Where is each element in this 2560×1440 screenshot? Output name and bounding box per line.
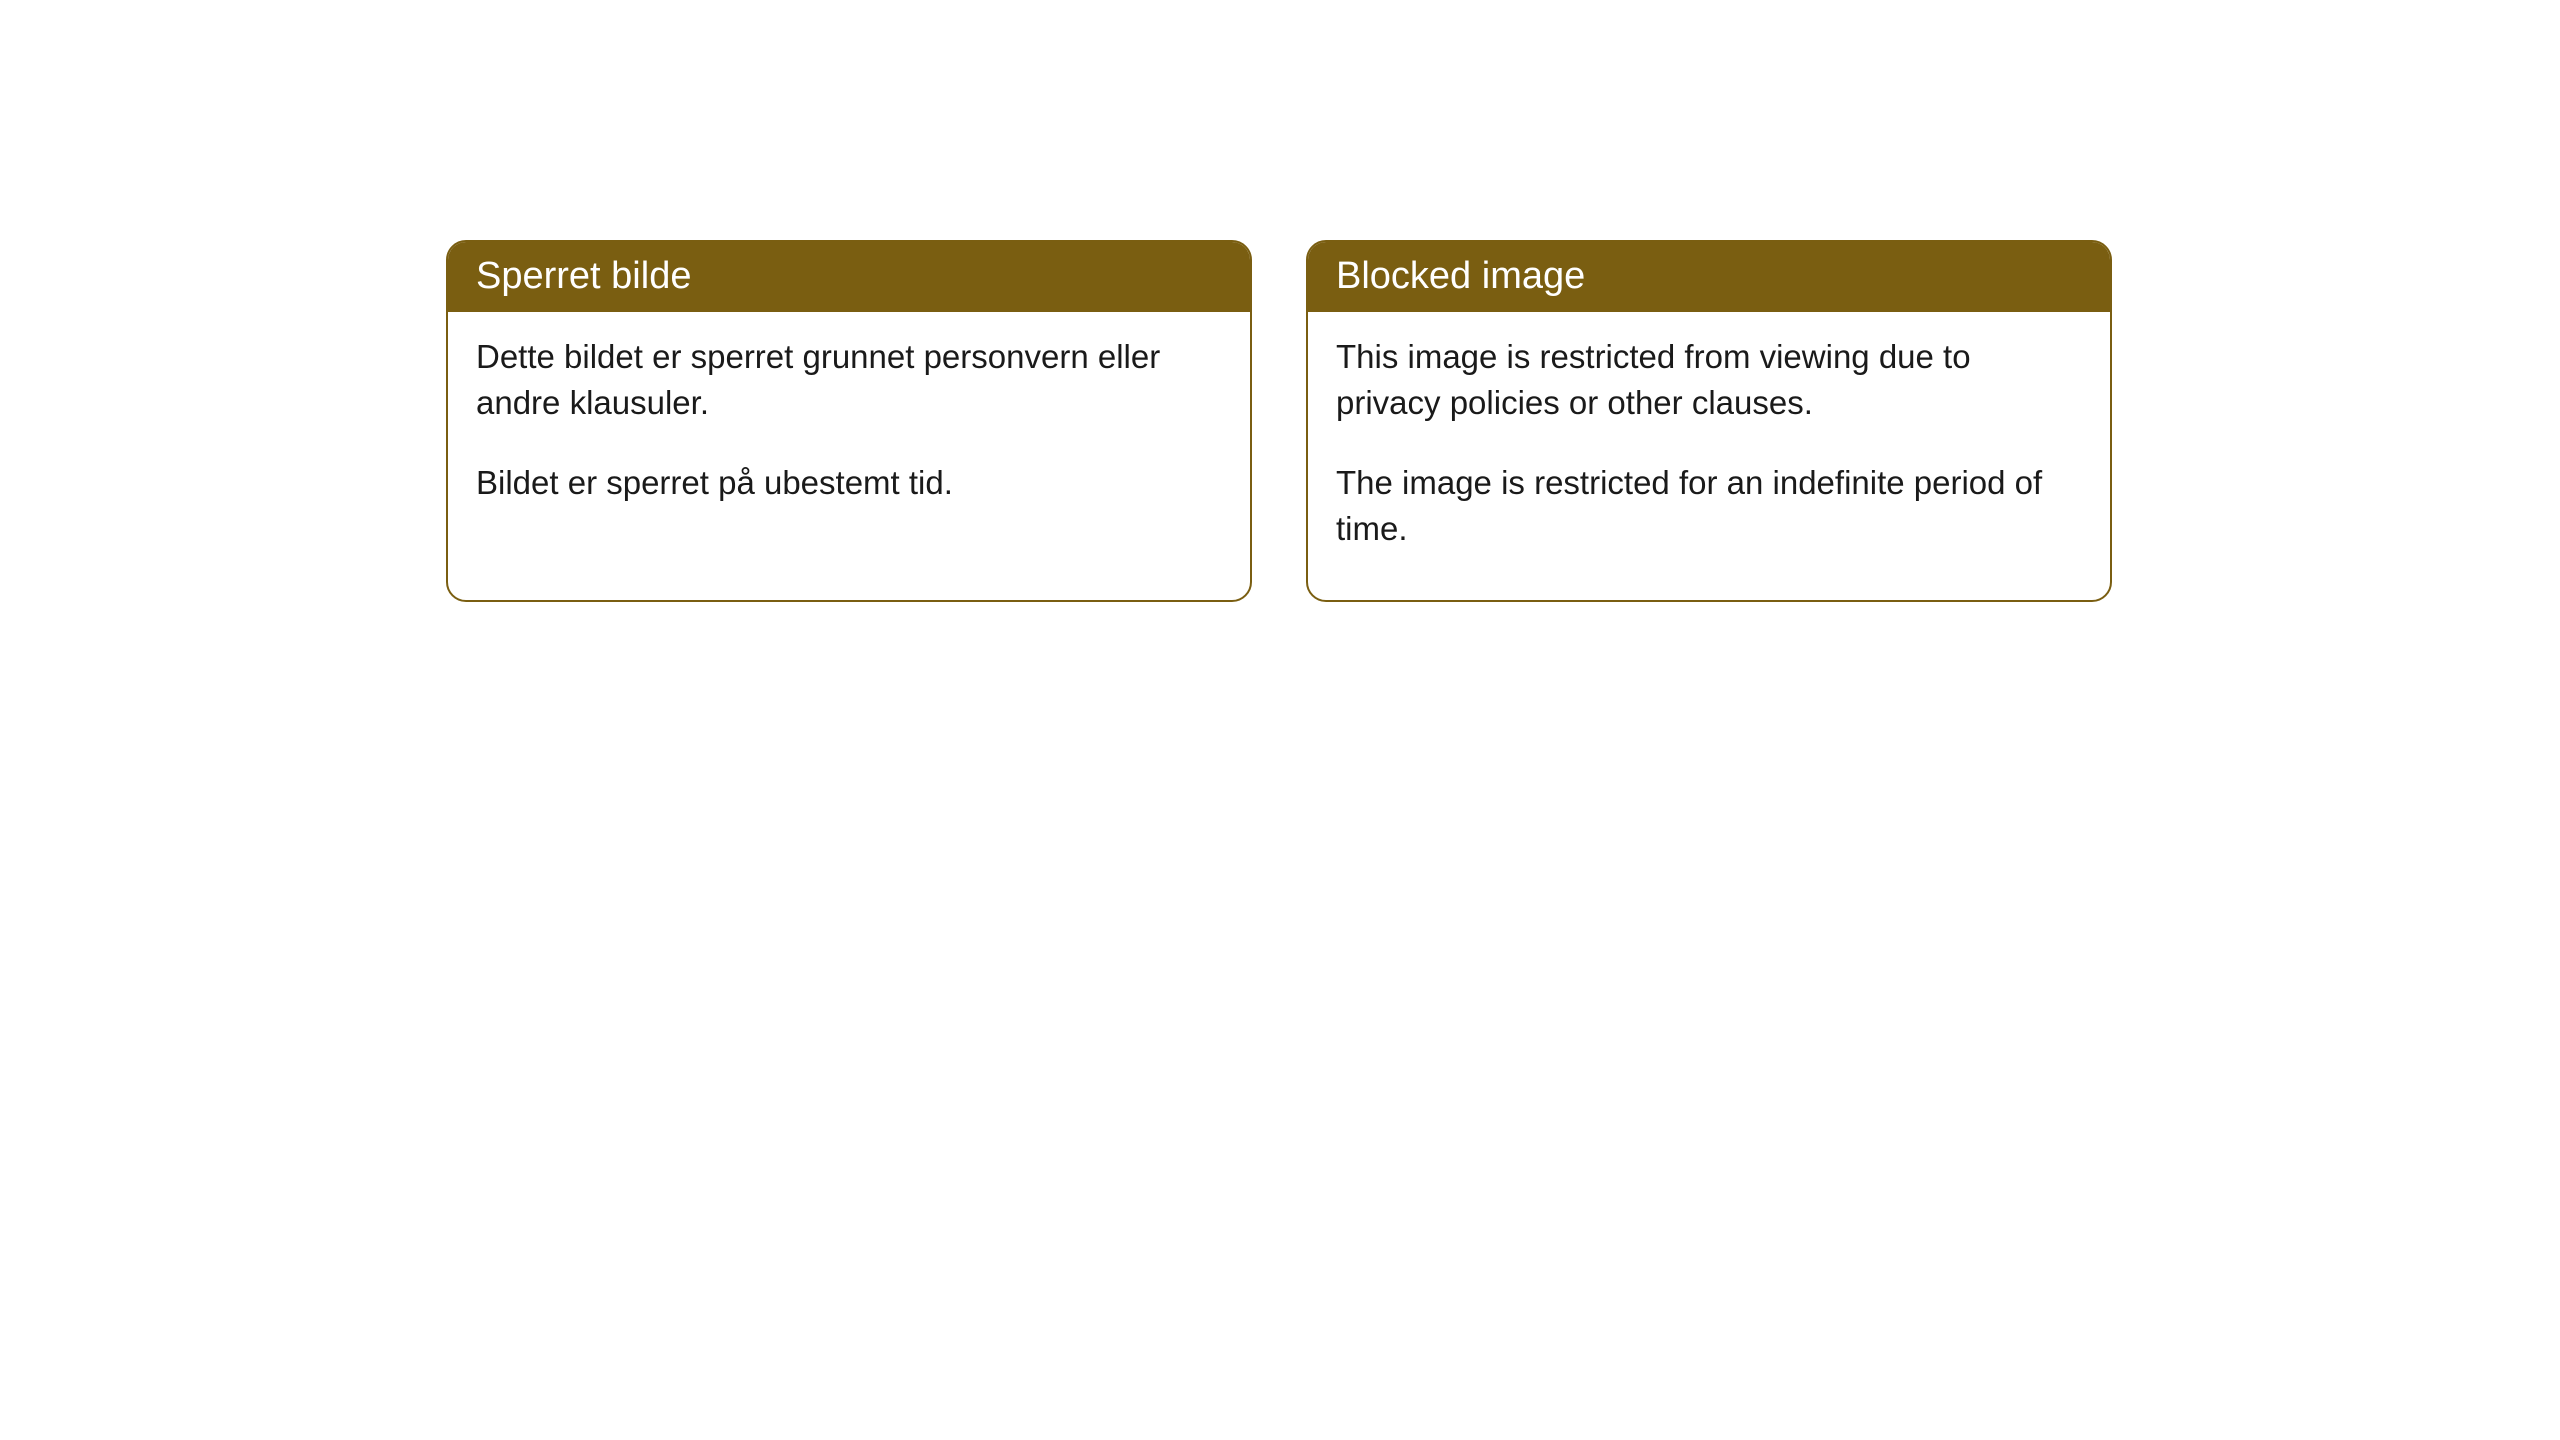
card-title-en: Blocked image	[1336, 255, 1585, 297]
blocked-image-card-no: Sperret bilde Dette bildet er sperret gr…	[446, 240, 1252, 602]
blocked-image-card-en: Blocked image This image is restricted f…	[1306, 240, 2112, 602]
card-body-no: Dette bildet er sperret grunnet personve…	[448, 312, 1250, 555]
card-body-en: This image is restricted from viewing du…	[1308, 312, 2110, 601]
card-paragraph-1-en: This image is restricted from viewing du…	[1336, 334, 2082, 426]
card-header-en: Blocked image	[1308, 242, 2110, 312]
card-title-no: Sperret bilde	[476, 255, 691, 297]
card-paragraph-2-en: The image is restricted for an indefinit…	[1336, 460, 2082, 552]
card-header-no: Sperret bilde	[448, 242, 1250, 312]
cards-container: Sperret bilde Dette bildet er sperret gr…	[0, 0, 2560, 602]
card-paragraph-1-no: Dette bildet er sperret grunnet personve…	[476, 334, 1222, 426]
card-paragraph-2-no: Bildet er sperret på ubestemt tid.	[476, 460, 1222, 506]
